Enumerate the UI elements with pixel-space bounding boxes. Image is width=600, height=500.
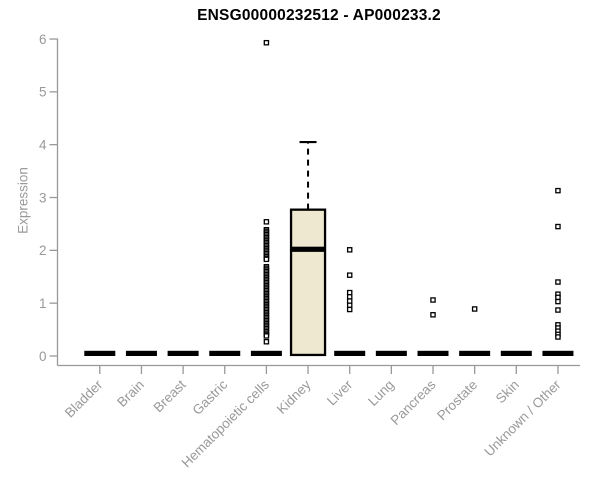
flat-median-bar (542, 350, 574, 356)
x-axis-label: Lung (365, 377, 397, 409)
x-axis-label: Pancreas (388, 377, 439, 428)
y-tick-label: 1 (39, 296, 47, 311)
flat-median-bar (209, 350, 241, 356)
x-axis-label: Unknown / Other (481, 377, 564, 460)
outlier-point (555, 307, 561, 313)
x-axis-label: Kidney (274, 377, 314, 417)
outlier-point (346, 294, 353, 300)
flat-median-bar (417, 350, 449, 356)
flat-median-bar (334, 350, 366, 356)
y-tick-label: 5 (39, 85, 47, 100)
flat-median-bar (125, 350, 157, 356)
outlier-point (263, 256, 270, 263)
box-median-line (291, 246, 326, 252)
y-tick-label: 3 (39, 190, 47, 205)
x-axis-label: Liver (324, 377, 356, 409)
x-axis-label: Bladder (62, 377, 106, 421)
y-tick-label: 2 (39, 243, 47, 258)
y-tick-label: 0 (39, 349, 47, 364)
outlier-point (263, 333, 270, 339)
x-axis-label: Prostate (434, 377, 480, 423)
outlier-point (263, 39, 270, 46)
outlier-point (430, 297, 436, 303)
outlier-point (346, 298, 353, 304)
outlier-point (555, 187, 561, 194)
x-axis-label: Gastric (190, 377, 231, 418)
outlier-point (346, 247, 353, 253)
chart-title: ENSG00000232512 - AP000233.2 (197, 7, 441, 24)
outlier-point (346, 289, 353, 296)
outlier-point (555, 294, 561, 301)
flat-median-bar (167, 350, 199, 356)
y-tick-label: 4 (39, 137, 47, 152)
flat-median-bar (500, 350, 532, 356)
flat-median-bar (250, 350, 282, 356)
outlier-point (346, 302, 353, 309)
x-axis-label: Breast (151, 377, 189, 415)
outlier-point (346, 306, 353, 313)
flat-median-bar (459, 350, 491, 356)
outlier-point (430, 312, 436, 318)
y-tick-label: 6 (39, 32, 47, 47)
outlier-point (555, 334, 561, 340)
outlier-point (263, 338, 270, 345)
flat-median-bar (375, 350, 407, 356)
outlier-point (471, 306, 478, 312)
x-axis-label: Brain (114, 377, 147, 410)
box-iqr (289, 208, 327, 357)
outlier-point (555, 298, 561, 305)
flat-median-bar (84, 350, 116, 356)
x-axis-label: Skin (493, 377, 522, 406)
outlier-point (263, 219, 270, 225)
outlier-point (555, 279, 561, 285)
outlier-point (346, 272, 353, 278)
outlier-point (555, 223, 561, 230)
